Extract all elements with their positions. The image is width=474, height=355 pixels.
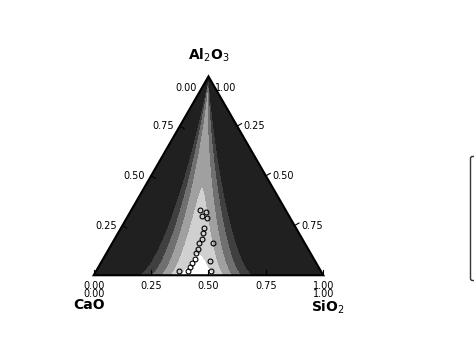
Point	[90, 272, 98, 278]
Text: 0.75: 0.75	[153, 121, 174, 131]
Point	[90, 272, 98, 278]
Text: 0.75: 0.75	[255, 281, 277, 291]
Text: 0.00: 0.00	[83, 289, 104, 299]
Text: SiO$_2$: SiO$_2$	[311, 298, 345, 316]
Text: 0.00: 0.00	[83, 281, 104, 291]
Text: Al$_2$O$_3$: Al$_2$O$_3$	[188, 47, 229, 64]
Point	[90, 272, 98, 278]
Text: 0.25: 0.25	[95, 220, 117, 230]
Text: 0.00: 0.00	[176, 83, 197, 93]
Text: 0.25: 0.25	[140, 281, 162, 291]
Point	[90, 272, 98, 278]
Text: 1.00: 1.00	[312, 281, 334, 291]
Text: 0.50: 0.50	[198, 281, 219, 291]
Text: CaO: CaO	[73, 298, 105, 312]
Legend: 2400, 2200, 2000, 1800, 1600, 1400, 1200: 2400, 2200, 2000, 1800, 1600, 1400, 1200	[470, 156, 474, 280]
Text: 0.50: 0.50	[124, 171, 146, 181]
Text: 1.00: 1.00	[215, 83, 237, 93]
Text: 0.75: 0.75	[301, 220, 323, 230]
Point	[90, 272, 98, 278]
Text: 0.25: 0.25	[244, 121, 265, 131]
Text: 1.00: 1.00	[312, 289, 334, 299]
Text: 0.50: 0.50	[272, 171, 294, 181]
Point	[90, 272, 98, 278]
